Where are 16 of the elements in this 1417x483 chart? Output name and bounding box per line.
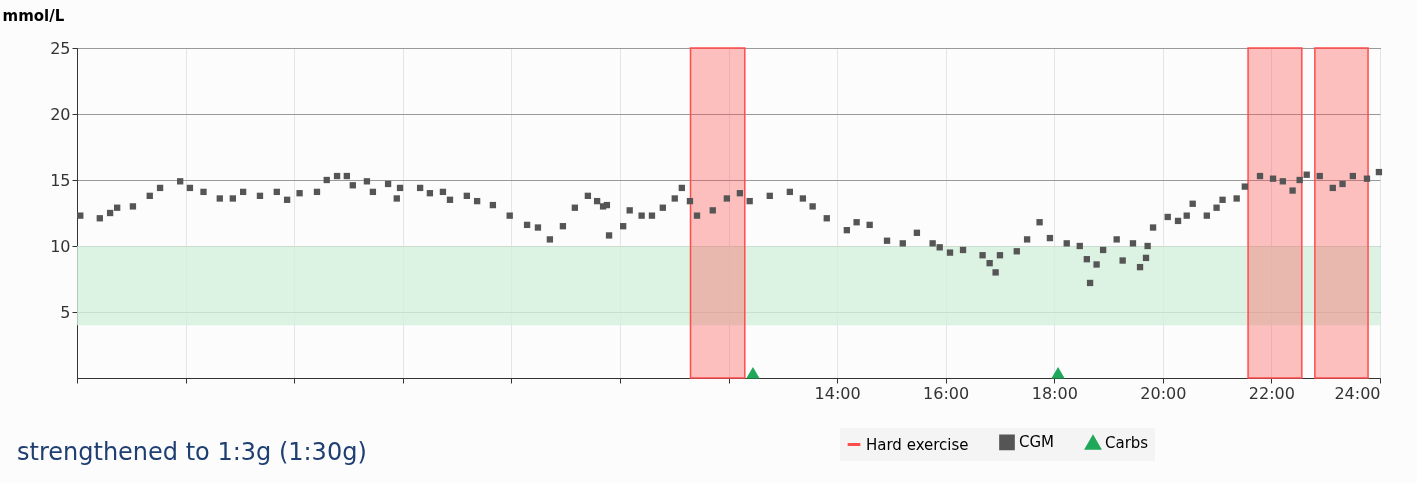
y-tick-label: 25 — [50, 38, 71, 58]
text: strengthened to 1:3g (1:30g) — [17, 438, 367, 466]
x-tick-label: 22:00 — [1248, 383, 1295, 403]
x-tick-label: 18:00 — [1031, 383, 1078, 403]
x-tick-label: 24:00 — [1334, 383, 1381, 403]
y-axis-title: mmol/L — [2, 6, 65, 25]
legend-label: CGM — [1019, 433, 1055, 452]
y-tick-label: 5 — [60, 302, 71, 322]
y-tick-label: 15 — [50, 170, 71, 190]
x-tick-label: 16:00 — [923, 383, 970, 403]
legend-label: Hard exercise — [866, 435, 969, 454]
y-tick-label: 10 — [50, 236, 71, 256]
x-tick-label: 20:00 — [1140, 383, 1187, 403]
legend-label: Carbs — [1105, 433, 1149, 452]
y-tick-label: 20 — [50, 104, 71, 124]
x-tick-label: 14:00 — [814, 383, 861, 403]
